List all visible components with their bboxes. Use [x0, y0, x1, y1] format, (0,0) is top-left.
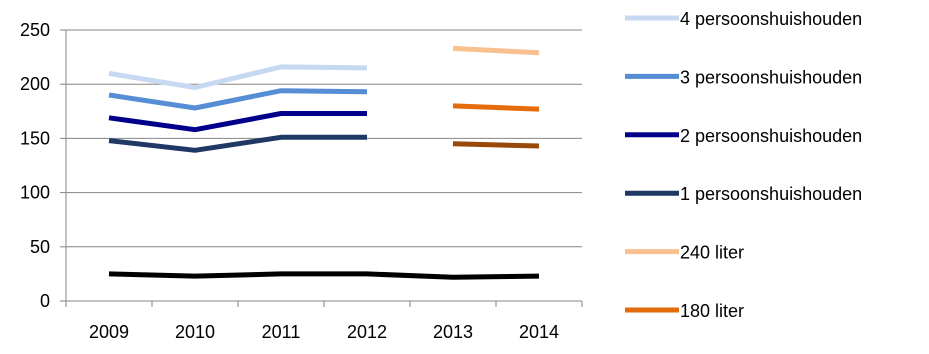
x-tick-label: 2014 [519, 322, 559, 342]
y-tick-label: 200 [20, 74, 50, 94]
y-tick-label: 250 [20, 20, 50, 40]
legend-label: 1 persoonshuishouden [680, 184, 862, 204]
x-tick-label: 2011 [262, 322, 301, 342]
legend: 4 persoonshuishouden 3 persoonshuishouden… [625, 9, 862, 321]
legend-label: 2 persoonshuishouden [680, 126, 862, 146]
legend-item: 3 persoonshuishouden [625, 67, 862, 87]
series-line-6 [452, 141, 540, 149]
y-tick-label: 150 [20, 128, 50, 148]
series-line-5 [452, 103, 540, 112]
x-tick-label: 2013 [433, 322, 473, 342]
axes: 0 50 100 150 200 250 2009 2010 2011 2012 2013 2014 [20, 20, 583, 342]
x-tick-label: 2012 [347, 322, 387, 342]
legend-label: 180 liter [680, 301, 744, 321]
legend-label: 3 persoonshuishouden [680, 67, 862, 87]
y-tick-label: 100 [20, 183, 50, 203]
legend-label: 240 liter [680, 243, 744, 263]
x-tick-label: 2009 [89, 322, 129, 342]
series-line-2 [108, 111, 367, 133]
legend-item: 4 persoonshuishouden [625, 9, 862, 29]
legend-label: 4 persoonshuishouden [680, 9, 862, 29]
series-line-4 [452, 45, 540, 56]
series-line-0 [108, 64, 368, 90]
series-lines [108, 45, 540, 280]
series-line-3 [108, 134, 367, 153]
legend-item: 1 persoonshuishouden [625, 184, 862, 204]
legend-item: 240 liter [625, 243, 744, 263]
series-line-1 [108, 88, 368, 111]
x-tick-label: 2010 [175, 322, 215, 342]
y-tick-label: 0 [40, 291, 50, 311]
series-line-7 [108, 271, 540, 280]
y-tick-label: 50 [30, 237, 50, 257]
legend-item: 180 liter [625, 301, 744, 321]
legend-item: 2 persoonshuishouden [625, 126, 862, 146]
